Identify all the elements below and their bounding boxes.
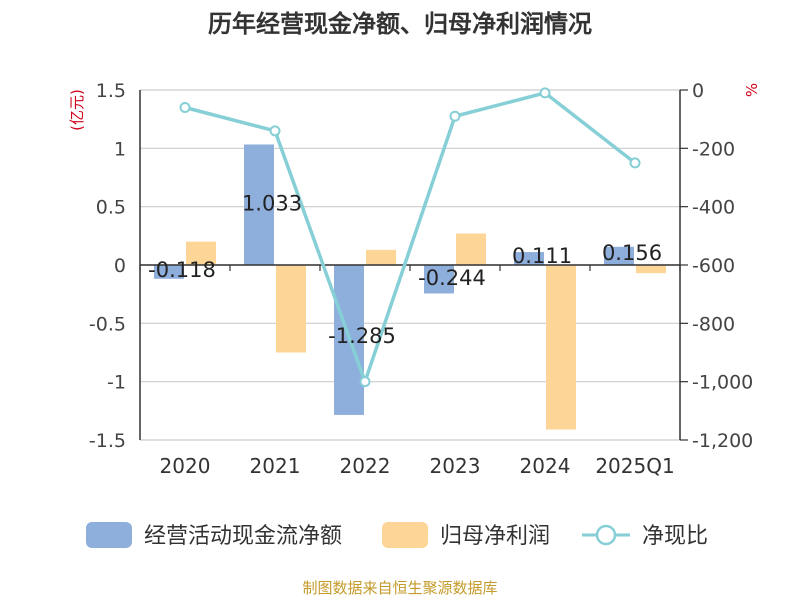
ratio-point [359,376,371,388]
bar-net-profit [186,241,216,265]
left-tick-label: -1.5 [89,430,126,452]
right-tick-label: -400 [692,197,735,219]
ratio-point [629,157,641,169]
bar-cash-flow [244,144,274,265]
right-tick-label: -1,000 [692,372,753,394]
x-tick-label: 2022 [340,454,391,478]
legend-label: 经营活动现金流净额 [144,524,342,549]
right-tick-label: -600 [692,255,735,277]
left-tick-label: -1 [107,372,126,394]
legend-label: 净现比 [642,524,708,549]
right-tick-label: -1,200 [692,430,753,452]
x-tick-label: 2024 [520,454,571,478]
bar-net-profit [276,265,306,353]
line-layer [179,87,641,388]
ratio-line [184,91,637,387]
right-tick-label: 0 [692,80,704,102]
bar-data-label: -1.285 [328,324,396,348]
x-tick-label: 2023 [430,454,481,478]
bar-net-profit [546,265,576,430]
bar-data-label: 1.033 [242,191,302,215]
chart-title: 历年经营现金净额、归母净利润情况 [208,10,592,38]
left-tick-label: -0.5 [89,313,126,335]
bar-data-label: 0.156 [602,241,662,265]
left-tick-label: 1 [114,138,126,160]
ratio-point [269,125,281,137]
right-axis-label: % [743,83,761,97]
legend-label: 归母净利润 [440,524,550,549]
x-tick-label: 2020 [160,454,211,478]
legend-swatch [382,522,428,548]
legend-swatch [86,522,132,548]
left-tick-label: 0.5 [96,197,126,219]
bar-cash-flow [154,265,184,279]
legend: 经营活动现金流净额 归母净利润 净现比 [86,522,708,549]
source-footer: 制图数据来自恒生聚源数据库 [302,579,497,597]
bar-net-profit [456,233,486,265]
bar-data-label: -0.244 [418,266,486,290]
ratio-point [179,102,191,113]
right-tick-label: -200 [692,138,735,160]
legend-line-marker [595,524,617,546]
labels-layer: -0.118 1.033 -1.285 -0.244 0.111 0.156 [148,191,662,348]
left-tick-label: 1.5 [96,80,126,102]
x-tick-label: 2025Q1 [595,454,674,478]
bar-net-profit [366,249,396,265]
bar-data-label: 0.111 [512,244,572,268]
right-tick-label: -800 [692,313,735,335]
ratio-point [539,87,551,99]
left-axis-label: (亿元) [68,89,86,131]
ratio-point [449,110,461,122]
bar-net-profit [636,265,666,274]
bar-cash-flow [424,265,454,294]
axes-layer: 1.5 1 0.5 0 -0.5 -1 -1.5 0 -200 -400 -600 -800 -1,00… [89,80,753,478]
bar-data-label: -0.118 [148,258,216,282]
bar-cash-flow [604,246,634,265]
x-tick-label: 2021 [250,454,301,478]
bar-cash-flow [514,252,544,265]
left-tick-label: 0 [114,255,126,277]
bars-layer [154,144,666,430]
